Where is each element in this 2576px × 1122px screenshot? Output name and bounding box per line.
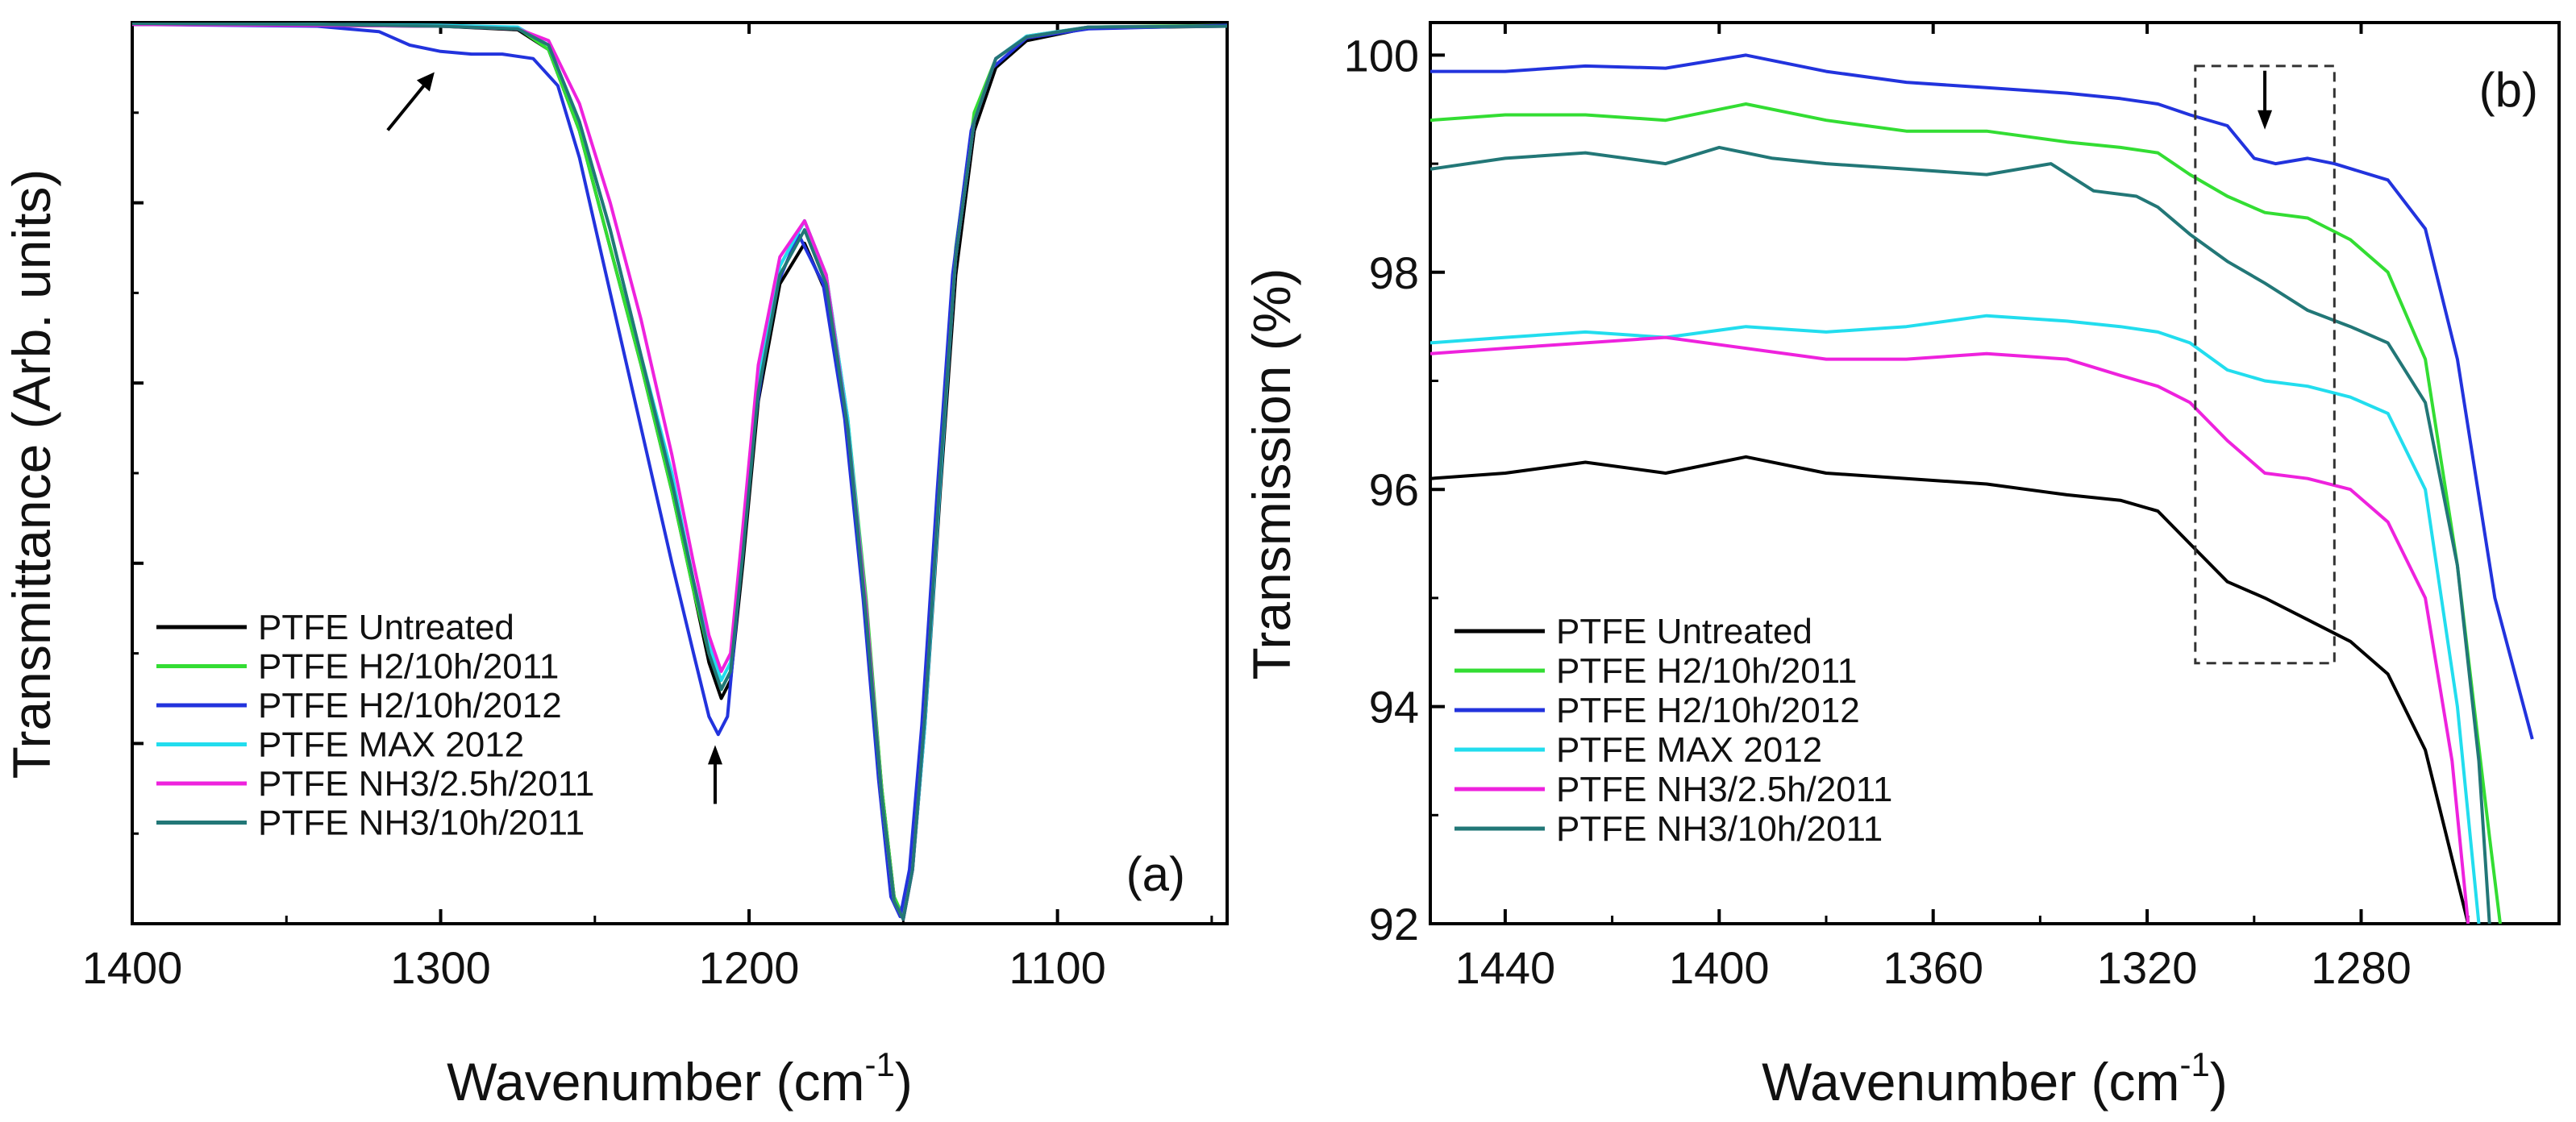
series-group-b [1430, 53, 2534, 924]
tick-marks-b [1430, 23, 2470, 925]
annotation-arrow-head [707, 745, 722, 765]
series-line-ptfe-h2-10h-2011 [1430, 102, 2502, 924]
x-axis-title-b-main: Wavenumber (cm [1762, 1052, 2179, 1112]
legend-label-ptfe-untreated: PTFE Untreated [258, 608, 514, 647]
legend-label-ptfe-max-2012: PTFE MAX 2012 [258, 725, 524, 765]
y-axis-title-a: Transmittance (Arb. units) [2, 169, 61, 779]
series-line-ptfe-nh3-10h-2011 [1430, 145, 2491, 924]
series-line-ptfe-nh3-2-5h-2011 [1430, 335, 2470, 924]
legend-label-ptfe-nh3-2-5h-2011: PTFE NH3/2.5h/2011 [258, 764, 594, 804]
x-tick-label-1200: 1200 [699, 942, 800, 993]
y-axis-title-b: Transmission (%) [1242, 268, 1301, 680]
legend-label-ptfe-max-2012: PTFE MAX 2012 [1556, 730, 1822, 770]
x-tick-label-1300: 1300 [390, 942, 491, 993]
y-tick-label-96: 96 [1369, 464, 1419, 515]
legend-label-ptfe-nh3-10h-2011: PTFE NH3/10h/2011 [258, 804, 585, 843]
x-tick-label-1100: 1100 [1009, 942, 1105, 993]
series-line-ptfe-max-2012 [1430, 314, 2481, 924]
legend-label-ptfe-untreated: PTFE Untreated [1556, 612, 1812, 651]
x-axis-title-b-suffix: ) [2210, 1052, 2228, 1112]
legend-label-ptfe-h2-10h-2012: PTFE H2/10h/2012 [258, 686, 562, 725]
y-tick-label-92: 92 [1369, 899, 1419, 950]
x-axis-title-a: Wavenumber (cm-1) [447, 1045, 913, 1112]
x-axis-title-a-sup: -1 [865, 1045, 895, 1083]
x-tick-label-1400: 1400 [82, 942, 183, 993]
x-tick-label-1320: 1320 [2097, 942, 2198, 993]
annotation-arrow-head [2258, 110, 2273, 130]
tick-labels-b: 1440 1400 1360 1320 1280 92 94 96 98 100 [1344, 30, 2412, 993]
annotation-arrow-head [416, 72, 435, 92]
x-tick-label-1440: 1440 [1455, 942, 1556, 993]
series-group-a [132, 23, 1227, 921]
annotations-b [2194, 64, 2336, 665]
y-tick-label-98: 98 [1369, 247, 1419, 298]
panel-b: 1440 1400 1360 1320 1280 92 94 96 98 100 PTFE Unt… [1242, 21, 2561, 1112]
x-axis-title-b: Wavenumber (cm-1) [1762, 1045, 2228, 1112]
annotations-a [386, 72, 722, 804]
tick-marks-a [131, 23, 1213, 924]
legend-label-ptfe-h2-10h-2011: PTFE H2/10h/2011 [258, 647, 559, 687]
legend-label-ptfe-h2-10h-2011: PTFE H2/10h/2011 [1556, 651, 1857, 691]
y-tick-label-100: 100 [1344, 30, 1419, 81]
x-tick-label-1280: 1280 [2311, 942, 2412, 993]
series-line-ptfe-untreated [1430, 455, 2470, 924]
x-tick-label-1400: 1400 [1669, 942, 1770, 993]
x-tick-label-1360: 1360 [1883, 942, 1983, 993]
series-line-ptfe-h2-10h-2012 [1430, 53, 2534, 740]
y-tick-label-94: 94 [1369, 682, 1419, 733]
series-line-ptfe-nh3-10h-2011 [132, 23, 1227, 921]
x-axis-title-b-sup: -1 [2180, 1045, 2210, 1083]
panel-label-b: (b) [2479, 63, 2538, 117]
tick-labels-a: 1400 1300 1200 1100 [82, 942, 1106, 993]
panel-label-a: (a) [1126, 847, 1185, 901]
x-axis-title-a-suffix: ) [895, 1052, 913, 1112]
x-axis-title-a-main: Wavenumber (cm [447, 1052, 864, 1112]
annotation-arrow-shaft [386, 77, 431, 131]
legend-label-ptfe-nh3-10h-2011: PTFE NH3/10h/2011 [1556, 809, 1883, 849]
legend-label-ptfe-h2-10h-2012: PTFE H2/10h/2012 [1556, 691, 1860, 730]
plot-frame-b [1429, 21, 2561, 925]
legend-label-ptfe-nh3-2-5h-2011: PTFE NH3/2.5h/2011 [1556, 770, 1892, 809]
annotation-dashed-box [2194, 64, 2336, 665]
